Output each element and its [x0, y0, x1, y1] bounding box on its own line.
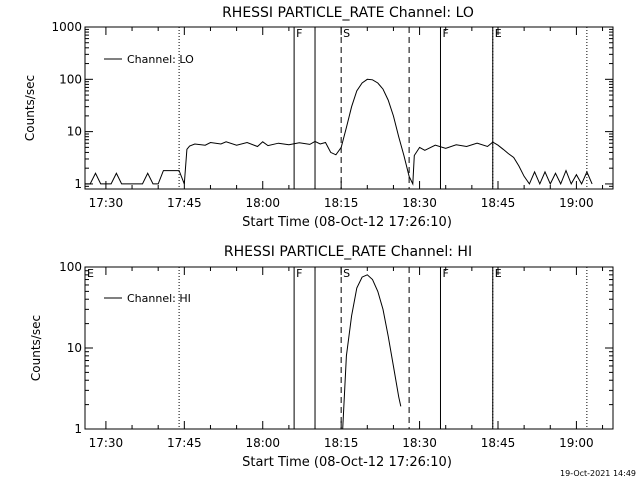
x-tick-label-lo: 18:30 [402, 196, 437, 210]
x-tick-label-lo: 17:45 [167, 196, 202, 210]
y-axis-label-hi: Counts/sec [29, 315, 43, 381]
x-tick-label-hi: 18:15 [324, 436, 359, 450]
y-axis-label-lo: Counts/sec [23, 75, 37, 141]
event-label-hi: E [87, 267, 94, 280]
data-series-line-hi [342, 274, 402, 430]
x-tick-label-lo: 18:15 [324, 196, 359, 210]
x-tick-label-hi: 17:30 [89, 436, 124, 450]
x-tick-label-lo: 19:00 [559, 196, 594, 210]
legend-label-hi: Channel: HI [127, 292, 191, 305]
footer-timestamp: 19-Oct-2021 14:49 [560, 469, 636, 478]
y-tick-label-hi: 100 [59, 260, 82, 274]
event-label-hi: S [343, 267, 350, 280]
x-tick-label-hi: 18:00 [245, 436, 280, 450]
legend-hi: Channel: HI [104, 292, 191, 305]
x-axis-label-hi: Start Time (08-Oct-12 17:26:10) [242, 455, 452, 470]
event-label-lo: E [495, 27, 502, 40]
y-tick-label-hi: 10 [67, 341, 82, 355]
chart-title-hi: RHESSI PARTICLE_RATE Channel: HI [224, 244, 472, 260]
chart-panel-lo: RHESSI PARTICLE_RATE Channel: LO Counts/… [23, 5, 614, 230]
data-series-line-lo [85, 78, 593, 186]
legend-label-lo: Channel: LO [127, 53, 194, 66]
event-label-lo: F [296, 27, 302, 40]
event-label-hi: E [495, 267, 502, 280]
event-label-hi: F [296, 267, 302, 280]
x-tick-label-lo: 18:45 [481, 196, 516, 210]
x-tick-label-hi: 18:30 [402, 436, 437, 450]
chart-title-lo: RHESSI PARTICLE_RATE Channel: LO [222, 5, 474, 21]
legend-lo: Channel: LO [104, 53, 194, 66]
x-axis-label-lo: Start Time (08-Oct-12 17:26:10) [242, 215, 452, 230]
y-tick-label-lo: 10 [67, 125, 82, 139]
y-tick-label-lo: 100 [59, 72, 82, 86]
x-tick-label-hi: 19:00 [559, 436, 594, 450]
x-tick-label-lo: 17:30 [89, 196, 124, 210]
event-label-lo: F [442, 27, 448, 40]
event-label-hi: F [442, 267, 448, 280]
y-tick-label-hi: 1 [74, 422, 82, 436]
y-tick-label-lo: 1000 [51, 20, 82, 34]
y-tick-label-lo: 1 [74, 177, 82, 191]
x-tick-label-lo: 18:00 [245, 196, 280, 210]
chart-panel-hi: RHESSI PARTICLE_RATE Channel: HI Counts/… [29, 244, 614, 470]
x-tick-label-hi: 17:45 [167, 436, 202, 450]
x-tick-label-hi: 18:45 [481, 436, 516, 450]
event-label-lo: S [343, 27, 350, 40]
plot-frame-lo [84, 26, 614, 190]
